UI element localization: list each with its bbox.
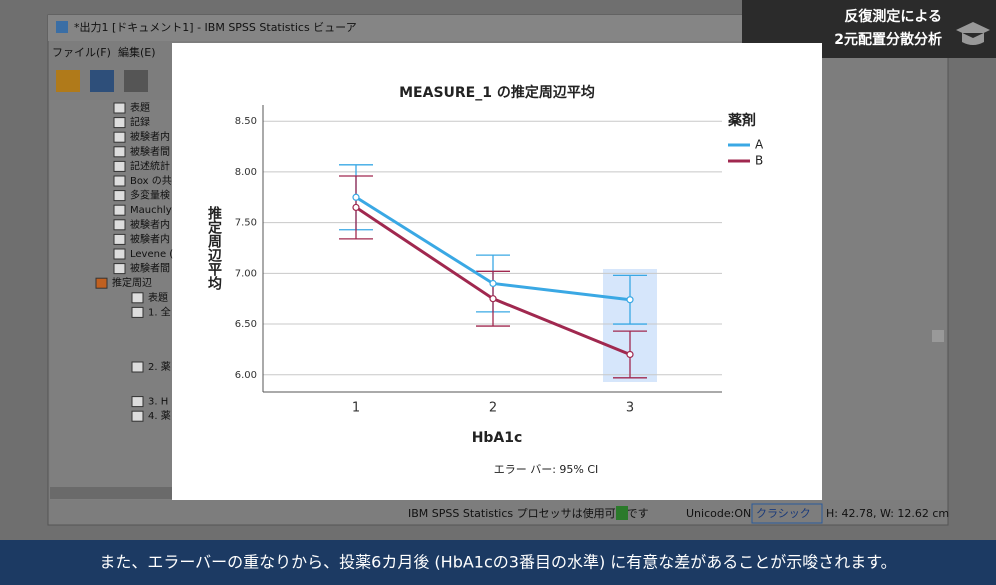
y-tick-label: 6.50	[235, 319, 257, 330]
tree-icon	[113, 146, 126, 158]
y-tick-label: 8.50	[235, 116, 257, 127]
tree-icon	[95, 277, 108, 289]
scrollbar	[50, 487, 172, 499]
legend-label: A	[755, 138, 764, 152]
badge-line: 2元配置分散分析	[834, 31, 942, 48]
tree-item[interactable]: 1. 全	[148, 305, 171, 318]
tree-icon	[113, 248, 126, 260]
legend-label: B	[755, 154, 763, 168]
content-pane	[822, 100, 946, 500]
tree-item[interactable]: 2. 薬	[148, 361, 171, 373]
caption-bar	[0, 540, 996, 585]
tree-pane	[50, 100, 172, 500]
tree-item[interactable]: 記録	[130, 116, 150, 129]
tree-icon	[113, 233, 126, 245]
tree-icon	[113, 117, 126, 129]
tree-icon	[113, 160, 126, 172]
menu-item[interactable]: 編集(E)	[118, 45, 156, 59]
tree-icon	[113, 190, 126, 202]
tree-item[interactable]: 被験者間	[130, 262, 170, 275]
tree-item[interactable]: 被験者間	[130, 145, 170, 158]
tree-item[interactable]: 記述統計	[130, 159, 170, 172]
menu-item[interactable]: ファイル(F)	[52, 46, 111, 59]
point	[489, 279, 497, 288]
tree-icon	[131, 361, 144, 373]
point	[626, 350, 634, 359]
tree-icon	[131, 410, 144, 422]
plot: 6.00 6.50 7.00 7.50 8.00 8.50 1 2 3 推定周辺平均 AB	[206, 105, 764, 416]
scroll-thumb	[932, 330, 944, 342]
point	[352, 193, 360, 201]
save-icon[interactable]	[90, 70, 114, 92]
note: エラー バー: 95% CI	[494, 463, 599, 476]
tree-item[interactable]: Levene (	[130, 249, 173, 260]
caption: また、エラーバーの重なりから、投薬6カ月後 (HbA1cの3番目の水準) に有意…	[99, 553, 896, 572]
tree-icon	[113, 131, 126, 143]
y-tick-label: 7.50	[235, 218, 257, 229]
tree-item[interactable]: 4. 薬	[148, 410, 171, 422]
point	[626, 296, 634, 304]
point	[489, 295, 497, 303]
x-tick-label: 2	[489, 401, 497, 416]
x-axis-label: HbA1c	[472, 430, 523, 446]
window-title: *出力1 [ドキュメント1] - IBM SPSS Statistics ビュー…	[74, 20, 357, 34]
tree-icon	[131, 292, 144, 304]
chart-title: MEASURE_1 の推定周辺平均	[399, 84, 595, 101]
x-tick-label: 3	[626, 401, 634, 416]
app-icon	[56, 21, 68, 33]
y-axis-label: 推定周辺平均	[206, 205, 222, 291]
open-icon[interactable]	[56, 70, 80, 92]
status-icon	[616, 506, 628, 520]
print-icon[interactable]	[124, 70, 148, 92]
unicode-status: Unicode:ON	[686, 507, 751, 520]
tree-item[interactable]: 表題	[148, 291, 168, 304]
legend-title: 薬剤	[728, 112, 756, 129]
tree-item[interactable]: Mauchly	[130, 205, 172, 216]
mode-box[interactable]	[751, 503, 823, 524]
tree-item[interactable]: Box の共	[130, 175, 172, 187]
tree-icon	[113, 263, 126, 275]
tree-item[interactable]: 被験者内	[130, 232, 170, 245]
badge-line: 反復測定による	[844, 8, 942, 25]
size-status: H: 42.78, W: 12.62 cm	[826, 507, 949, 520]
tree-item[interactable]: 多変量検	[130, 189, 170, 202]
tree-icon	[113, 175, 126, 187]
status-text: IBM SPSS Statistics プロセッサは使用可能です	[408, 506, 649, 520]
cap-icon	[956, 22, 990, 45]
tree-icon	[113, 204, 126, 216]
mode-label[interactable]: クラシック	[756, 507, 811, 520]
y-tick-label: 6.00	[235, 370, 257, 381]
tree-icon	[131, 396, 144, 408]
tree-icon	[113, 219, 126, 231]
tree-icon	[113, 102, 126, 114]
tree-item[interactable]: 3. H	[148, 397, 168, 408]
tree-item[interactable]: 推定周辺	[112, 276, 152, 289]
point	[352, 203, 360, 212]
tree-item[interactable]: 表題	[130, 101, 150, 114]
y-tick-label: 7.00	[235, 268, 257, 279]
x-tick-label: 1	[352, 401, 360, 416]
y-tick-label: 8.00	[235, 167, 257, 178]
tree-icon	[131, 306, 144, 318]
tree-item[interactable]: 被験者内	[130, 130, 170, 143]
tree-item[interactable]: 被験者内	[130, 218, 170, 231]
